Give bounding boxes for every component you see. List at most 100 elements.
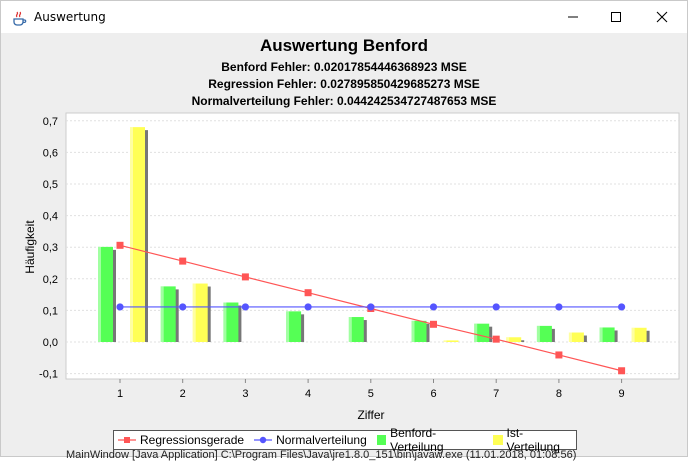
bar-benford-verteilung	[348, 317, 364, 342]
point-regression	[492, 335, 500, 343]
bar-ist-verteilung	[506, 337, 522, 342]
y-tick-label: 0,4	[43, 211, 58, 223]
bar-highlight	[130, 127, 133, 343]
benford-chart: 0,7 0,6 0,5 0,4 0,3 0,2 0,1 0,0 -0,1 1 2 3 4 5 6 7 8 9 Z…	[23, 112, 680, 422]
point-regression	[179, 257, 187, 265]
bar-ist-verteilung	[568, 332, 584, 342]
bar-ist-verteilung	[192, 283, 208, 342]
point-normal	[179, 303, 187, 311]
x-axis-ticks: 1 2 3 4 5 6 7 8 9	[117, 379, 625, 400]
bar-highlight	[443, 340, 447, 342]
benford-error-label: Benford Fehler: 0.02017854446368923 MSE	[221, 60, 467, 74]
point-normal	[618, 303, 626, 311]
bar-highlight	[599, 327, 603, 342]
y-axis-ticks: 0,7 0,6 0,5 0,4 0,3 0,2 0,1 0,0 -0,1	[39, 116, 58, 381]
point-normal	[241, 303, 249, 311]
bar-ist-verteilung	[443, 340, 459, 342]
bar-highlight	[568, 332, 572, 342]
bar-ist-verteilung	[130, 127, 145, 343]
point-regression	[430, 320, 437, 328]
bar-highlight	[411, 320, 415, 342]
bar-highlight	[536, 325, 540, 342]
y-tick-label: 0,3	[43, 242, 58, 254]
window-title: Auswertung	[34, 10, 106, 24]
java-app-icon	[13, 11, 27, 26]
point-normal	[304, 303, 312, 311]
y-tick-label: 0,6	[43, 147, 58, 159]
x-tick-label: 5	[368, 388, 374, 400]
bar-highlight	[631, 327, 635, 342]
bar-highlight	[160, 286, 164, 342]
y-tick-label: 0,0	[43, 337, 58, 349]
chart-title: Auswertung Benford	[259, 36, 429, 55]
bar-highlight	[192, 283, 196, 342]
bar-highlight	[474, 323, 478, 342]
legend-label-benford: Benford-Verteilung	[390, 426, 444, 454]
x-axis-label: Ziffer	[357, 408, 384, 422]
regression-swatch-icon	[118, 437, 136, 443]
x-tick-label: 8	[556, 388, 562, 400]
y-tick-label: 0,7	[43, 116, 58, 128]
x-tick-label: 7	[493, 388, 499, 400]
point-normal	[116, 303, 124, 311]
y-axis-label: Häufigkeit	[23, 220, 37, 274]
normal-swatch-icon	[254, 436, 273, 444]
y-tick-label: 0,5	[43, 179, 58, 191]
x-tick-label: 4	[305, 388, 311, 400]
x-tick-label: 2	[180, 388, 186, 400]
maximize-icon	[611, 12, 621, 22]
close-icon	[656, 11, 668, 23]
legend-label-regression: Regressionsgerade	[140, 433, 245, 447]
bar-benford-verteilung	[160, 286, 176, 342]
bar-highlight	[223, 302, 227, 342]
bars	[98, 127, 650, 343]
legend-label-ist: Ist-Verteilung	[506, 426, 560, 454]
bar-highlight	[348, 317, 352, 342]
normal-error-label: Normalverteilung Fehler: 0.0442425347274…	[191, 94, 497, 108]
y-tick-label: -0,1	[39, 369, 58, 381]
bar-ist-verteilung	[631, 327, 647, 342]
point-normal	[555, 303, 563, 311]
minimize-icon	[568, 16, 578, 18]
legend-item-benford: Benford-Verteilung	[376, 426, 483, 454]
bar-highlight	[506, 337, 510, 342]
y-tick-label: 0,1	[43, 305, 58, 317]
point-regression	[555, 351, 563, 359]
point-normal	[492, 303, 500, 311]
bar-benford-verteilung	[536, 325, 552, 342]
benford-swatch-icon	[376, 435, 387, 445]
maximize-button[interactable]	[593, 1, 639, 33]
point-regression	[304, 289, 312, 297]
y-tick-label: 0,2	[43, 274, 58, 286]
bar-benford-verteilung	[223, 302, 239, 342]
point-regression	[241, 273, 249, 281]
bar-benford-verteilung	[599, 327, 615, 342]
regression-error-label: Regression Fehler: 0.027895850429685273 …	[208, 77, 480, 91]
legend-label-normal: Normalverteilung	[276, 433, 367, 447]
legend-item-ist: Ist-Verteilung	[493, 426, 572, 454]
ist-swatch-icon	[493, 435, 503, 445]
bar-highlight	[98, 246, 101, 342]
bar-benford-verteilung	[286, 311, 302, 342]
x-tick-label: 9	[619, 388, 625, 400]
bar-benford-verteilung	[474, 323, 490, 342]
status-text: MainWindow [Java Application] C:\Program…	[66, 449, 577, 461]
bar-benford-verteilung	[411, 320, 427, 342]
x-tick-label: 6	[430, 388, 436, 400]
bar-benford-verteilung	[98, 246, 113, 342]
title-bar[interactable]: Auswertung	[1, 1, 687, 33]
bar-highlight	[286, 311, 290, 342]
point-regression	[116, 241, 124, 249]
close-button[interactable]	[639, 1, 685, 33]
legend-item-regression: Regressionsgerade	[118, 433, 244, 447]
x-tick-label: 3	[242, 388, 248, 400]
point-regression	[618, 367, 626, 375]
point-normal	[367, 303, 375, 311]
point-normal	[429, 303, 438, 311]
legend-item-normal: Normalverteilung	[254, 433, 367, 447]
legend: Regressionsgerade Normalverteilung Benfo…	[113, 426, 577, 454]
series-lines	[116, 241, 626, 375]
minimize-button[interactable]	[550, 1, 596, 33]
x-tick-label: 1	[117, 388, 123, 400]
